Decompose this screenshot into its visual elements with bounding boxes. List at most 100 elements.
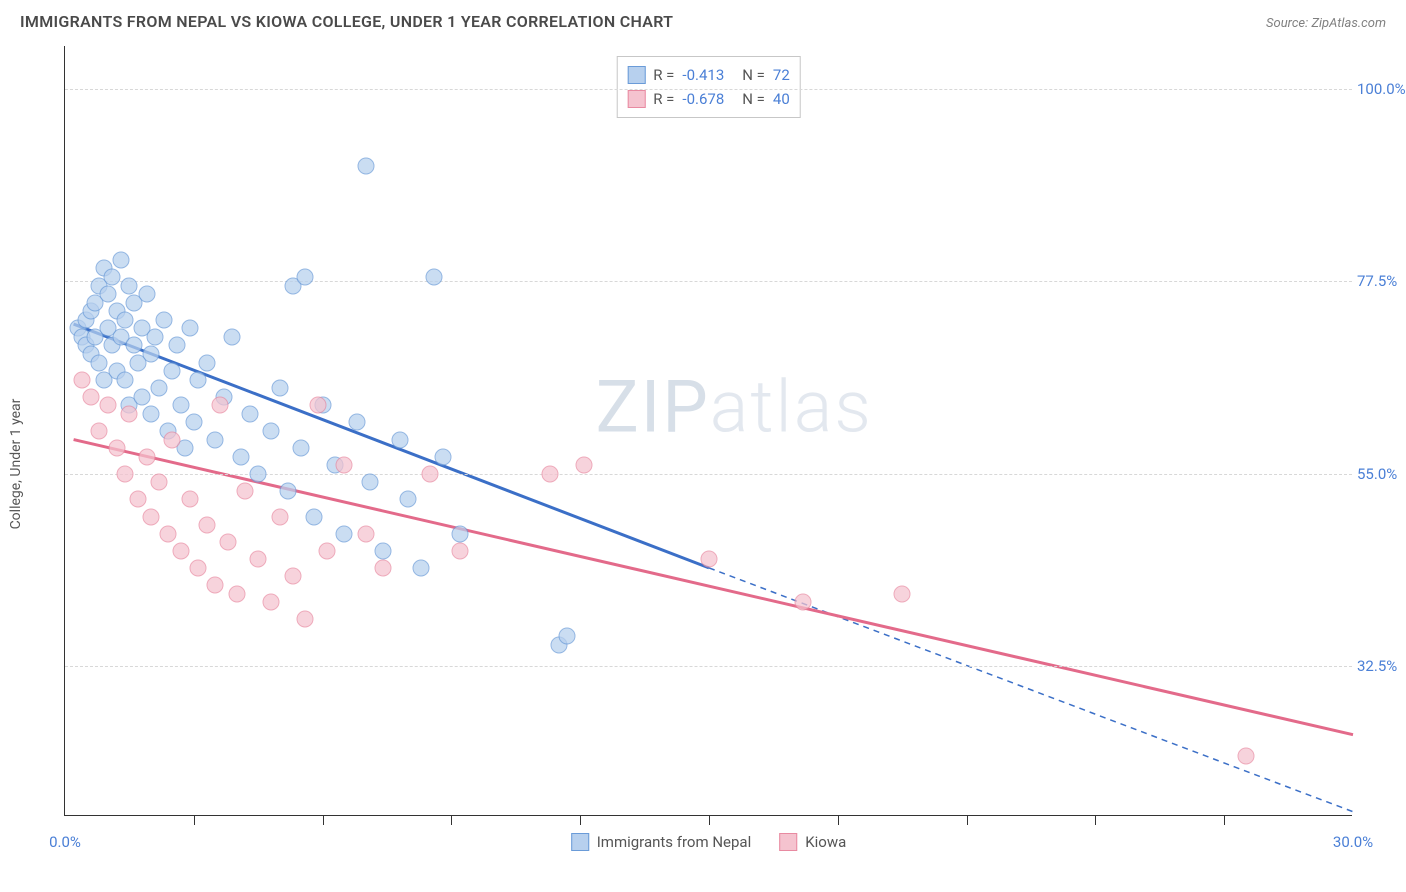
gridline-h: [65, 281, 1352, 282]
data-point: [190, 371, 207, 388]
data-point: [293, 440, 310, 457]
data-point: [357, 525, 374, 542]
data-point: [374, 542, 391, 559]
legend-series-label: Kiowa: [805, 833, 846, 851]
data-point: [220, 534, 237, 551]
data-point: [297, 611, 314, 628]
data-point: [151, 380, 168, 397]
data-point: [306, 508, 323, 525]
data-point: [336, 457, 353, 474]
legend-swatch: [627, 66, 645, 84]
legend-swatch: [571, 833, 589, 851]
ytick-label: 100.0%: [1357, 80, 1406, 98]
data-point: [112, 251, 129, 268]
data-point: [185, 414, 202, 431]
data-point: [164, 431, 181, 448]
data-point: [1237, 748, 1254, 765]
data-point: [284, 568, 301, 585]
legend-N-value: 72: [773, 63, 790, 87]
data-point: [318, 542, 335, 559]
data-point: [250, 465, 267, 482]
data-point: [91, 354, 108, 371]
xtick-label: 30.0%: [1333, 833, 1373, 851]
data-point: [142, 405, 159, 422]
data-point: [211, 397, 228, 414]
data-point: [164, 363, 181, 380]
data-point: [426, 269, 443, 286]
data-point: [701, 551, 718, 568]
legend-R-value: -0.678: [682, 87, 724, 111]
data-point: [357, 157, 374, 174]
data-point: [181, 491, 198, 508]
y-axis-label: College, Under 1 year: [8, 399, 24, 530]
data-point: [237, 482, 254, 499]
legend-swatch: [627, 90, 645, 108]
xtick: [194, 815, 195, 825]
data-point: [121, 405, 138, 422]
legend-swatch: [779, 833, 797, 851]
xtick-label: 0.0%: [49, 833, 81, 851]
data-point: [400, 491, 417, 508]
legend-stat-row: R =-0.413N =72: [627, 63, 790, 87]
data-point: [198, 354, 215, 371]
data-point: [160, 525, 177, 542]
data-point: [190, 559, 207, 576]
ytick-label: 55.0%: [1357, 465, 1406, 483]
xtick: [580, 815, 581, 825]
xtick: [709, 815, 710, 825]
data-point: [413, 559, 430, 576]
xtick: [323, 815, 324, 825]
data-point: [142, 508, 159, 525]
ytick-label: 32.5%: [1357, 657, 1406, 675]
data-point: [147, 328, 164, 345]
data-point: [168, 337, 185, 354]
data-point: [297, 269, 314, 286]
data-point: [374, 559, 391, 576]
legend-series: Immigrants from Nepal Kiowa: [571, 833, 847, 851]
data-point: [198, 517, 215, 534]
xtick: [1224, 815, 1225, 825]
xtick: [451, 815, 452, 825]
data-point: [207, 431, 224, 448]
data-point: [391, 431, 408, 448]
legend-N-label: N =: [742, 87, 765, 111]
data-point: [117, 465, 134, 482]
data-point: [117, 371, 134, 388]
data-point: [108, 440, 125, 457]
data-point: [576, 457, 593, 474]
data-point: [263, 423, 280, 440]
data-point: [348, 414, 365, 431]
xtick: [967, 815, 968, 825]
data-point: [795, 594, 812, 611]
data-point: [181, 320, 198, 337]
data-point: [241, 405, 258, 422]
data-point: [542, 465, 559, 482]
data-point: [138, 286, 155, 303]
watermark-bold: ZIP: [596, 365, 710, 450]
data-point: [99, 286, 116, 303]
data-point: [233, 448, 250, 465]
data-point: [129, 491, 146, 508]
data-point: [271, 508, 288, 525]
legend-stats: R = -0.413 N = 72R = -0.678 N = 40: [616, 56, 801, 118]
legend-stat-row: R = -0.678 N = 40: [627, 87, 790, 111]
watermark-light: atlas: [710, 365, 873, 450]
data-point: [99, 397, 116, 414]
legend-R-label: R =: [653, 87, 674, 111]
legend-N-label: N =: [742, 63, 765, 87]
data-point: [82, 388, 99, 405]
data-point: [138, 448, 155, 465]
data-point: [74, 371, 91, 388]
chart-container: College, Under 1 year ZIPatlas R =-0.413…: [50, 46, 1390, 866]
plot-area: ZIPatlas R =-0.413N =72R =-0.678N =40 Im…: [64, 46, 1352, 816]
data-point: [451, 542, 468, 559]
legend-N-value: 40: [773, 87, 790, 111]
data-point: [142, 346, 159, 363]
legend-R-value: -0.413: [682, 63, 724, 87]
legend-series-item: Immigrants from Nepal: [571, 833, 752, 851]
data-point: [280, 482, 297, 499]
data-point: [117, 311, 134, 328]
legend-series-item: Kiowa: [779, 833, 846, 851]
ytick-label: 77.5%: [1357, 272, 1406, 290]
chart-title: IMMIGRANTS FROM NEPAL VS KIOWA COLLEGE, …: [20, 12, 673, 31]
